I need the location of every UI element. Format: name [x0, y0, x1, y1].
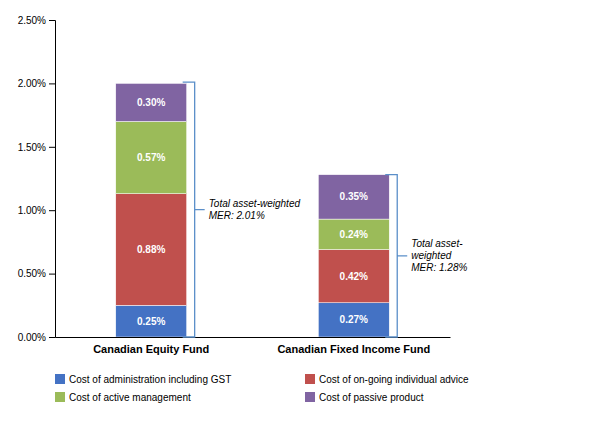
total-label: Total asset-weightedMER: 2.01%	[209, 198, 301, 221]
data-label: 0.42%	[340, 271, 368, 282]
tick-label: 2.50%	[18, 15, 46, 26]
bar-segment	[318, 175, 389, 219]
tick-mark	[49, 83, 55, 84]
legend-label: Cost of administration including GST	[69, 374, 231, 385]
legend-label: Cost of active management	[69, 392, 191, 403]
data-labels: 0.25% 0.27% 0.88% 0.42% 0.57% 0.24% 0.30% 0.35%	[137, 97, 368, 327]
data-label: 0.57%	[137, 152, 165, 163]
tick-label: 0.00%	[18, 332, 46, 343]
series	[116, 303, 389, 337]
legend: Cost of administration including GST Cost…	[55, 374, 469, 403]
tick-label: 1.50%	[18, 142, 46, 153]
tick-mark	[49, 274, 55, 275]
legend-swatch	[55, 374, 65, 384]
tick-label: Canadian Equity Fund	[93, 343, 209, 355]
legend-item: Cost of active management	[55, 392, 191, 403]
total-bracket	[183, 82, 205, 337]
bar-segment	[318, 303, 389, 337]
chart: 0.00% 0.50% 1.00% 1.50% 2.00% 2.50% Canadian E…	[0, 0, 590, 432]
legend-label: Cost of on-going individual advice	[319, 374, 469, 385]
tick-label: 2.00%	[18, 78, 46, 89]
legend-swatch	[305, 392, 315, 402]
data-label: 0.30%	[137, 97, 165, 108]
bars	[116, 83, 389, 337]
y-tick: 1.50%	[18, 142, 55, 153]
y-axis: 0.00% 0.50% 1.00% 1.50% 2.00% 2.50%	[18, 15, 56, 343]
legend-swatch	[305, 374, 315, 384]
y-tick: 0.00%	[18, 332, 55, 343]
tick-mark	[49, 210, 55, 211]
y-tick: 0.50%	[18, 268, 55, 279]
bar-segment	[116, 121, 187, 193]
data-label: 0.27%	[340, 314, 368, 325]
total-label: Total asset-weightedMER: 1.28%	[411, 238, 467, 273]
legend-item: Cost of administration including GST	[55, 374, 231, 385]
legend-swatch	[55, 392, 65, 402]
tick-mark	[49, 147, 55, 148]
data-label: 0.88%	[137, 244, 165, 255]
x-tick: Canadian Equity Fund	[93, 343, 209, 355]
total-brackets: Total asset-weightedMER: 2.01% Total asse…	[183, 82, 468, 337]
tick-label: 1.00%	[18, 205, 46, 216]
plot: 0.00% 0.50% 1.00% 1.50% 2.00% 2.50% Canadian E…	[18, 15, 469, 403]
tick-mark	[49, 337, 55, 338]
bar-segment	[116, 83, 187, 121]
series	[116, 121, 389, 249]
data-label: 0.24%	[340, 229, 368, 240]
tick-mark	[49, 20, 55, 21]
axis-line	[49, 21, 56, 338]
total-bracket	[385, 175, 407, 337]
x-axis: Canadian Equity Fund Canadian Fixed Incom…	[56, 338, 451, 355]
y-tick: 1.00%	[18, 205, 55, 216]
legend-label: Cost of passive product	[319, 392, 424, 403]
bar-segment	[116, 194, 187, 306]
bar-segment	[116, 305, 187, 337]
legend-item: Cost of passive product	[305, 392, 424, 403]
legend-item: Cost of on-going individual advice	[305, 374, 469, 385]
bar-segment	[318, 250, 389, 303]
series	[116, 83, 389, 219]
data-label: 0.25%	[137, 316, 165, 327]
y-tick: 2.50%	[18, 15, 55, 26]
bar-segment	[318, 219, 389, 249]
data-label: 0.35%	[340, 191, 368, 202]
y-tick: 2.00%	[18, 78, 55, 89]
tick-label: Canadian Fixed Income Fund	[277, 343, 430, 355]
tick-label: 0.50%	[18, 268, 46, 279]
x-tick: Canadian Fixed Income Fund	[277, 343, 430, 355]
